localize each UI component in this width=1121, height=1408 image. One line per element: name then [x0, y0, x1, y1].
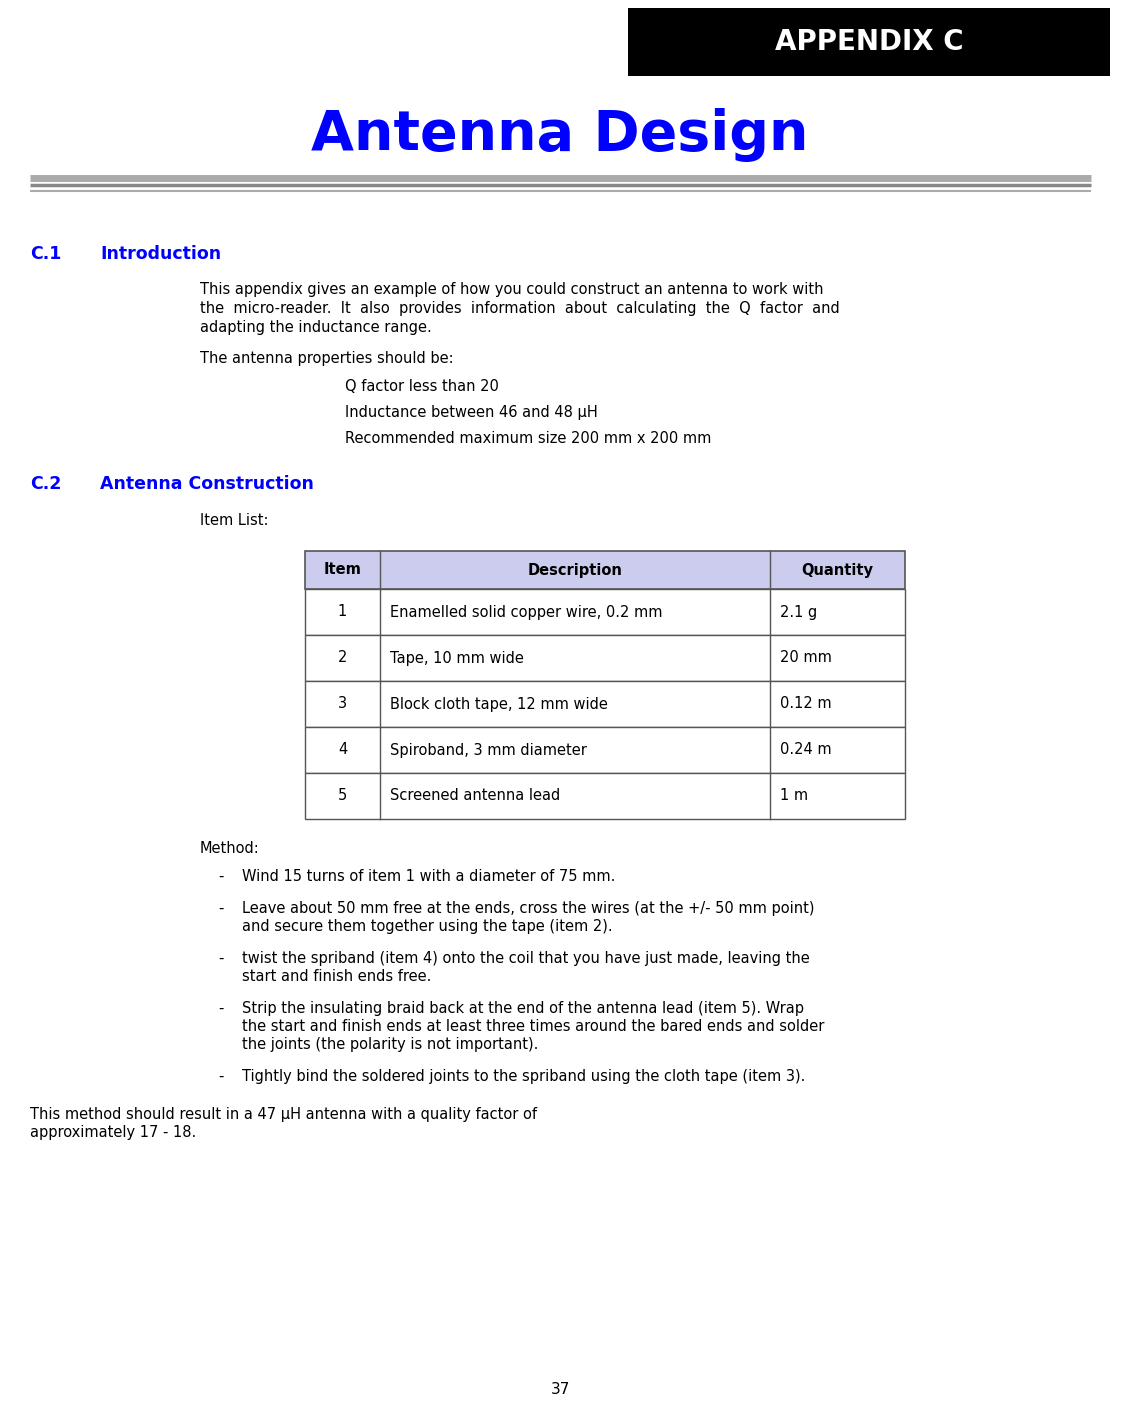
Text: -: -	[217, 869, 223, 884]
Text: Inductance between 46 and 48 μH: Inductance between 46 and 48 μH	[345, 406, 597, 420]
Text: 3: 3	[337, 697, 348, 711]
Bar	[305, 727, 905, 773]
Text: -: -	[217, 1001, 223, 1017]
Text: 20 mm: 20 mm	[780, 650, 832, 666]
Text: Block cloth tape, 12 mm wide: Block cloth tape, 12 mm wide	[390, 697, 608, 711]
Text: This method should result in a 47 μH antenna with a quality factor of: This method should result in a 47 μH ant…	[30, 1107, 537, 1122]
Bar	[305, 635, 905, 681]
Text: Antenna Design: Antenna Design	[312, 108, 808, 162]
Text: The antenna properties should be:: The antenna properties should be:	[200, 351, 454, 366]
Text: Leave about 50 mm free at the ends, cross the wires (at the +/- 50 mm point): Leave about 50 mm free at the ends, cros…	[242, 901, 815, 917]
Text: approximately 17 - 18.: approximately 17 - 18.	[30, 1125, 196, 1140]
Bar	[305, 681, 905, 727]
Text: APPENDIX C: APPENDIX C	[775, 28, 963, 56]
Bar	[305, 727, 905, 773]
Text: 1 m: 1 m	[780, 788, 808, 804]
Text: and secure them together using the tape (item 2).: and secure them together using the tape …	[242, 919, 612, 934]
Text: Antenna Construction: Antenna Construction	[100, 474, 314, 493]
Text: the  micro-reader.  It  also  provides  information  about  calculating  the  Q : the micro-reader. It also provides infor…	[200, 301, 840, 315]
Bar	[628, 8, 1110, 76]
Text: Strip the insulating braid back at the end of the antenna lead (item 5). Wrap: Strip the insulating braid back at the e…	[242, 1001, 804, 1017]
Text: -: -	[217, 901, 223, 917]
Bar	[305, 681, 905, 727]
Text: Recommended maximum size 200 mm x 200 mm: Recommended maximum size 200 mm x 200 mm	[345, 431, 712, 446]
Text: adapting the inductance range.: adapting the inductance range.	[200, 320, 432, 335]
Text: Tightly bind the soldered joints to the spriband using the cloth tape (item 3).: Tightly bind the soldered joints to the …	[242, 1069, 805, 1084]
Text: Introduction: Introduction	[100, 245, 221, 263]
Text: 1: 1	[337, 604, 348, 620]
Text: Tape, 10 mm wide: Tape, 10 mm wide	[390, 650, 524, 666]
Text: Screened antenna lead: Screened antenna lead	[390, 788, 560, 804]
Text: Item List:: Item List:	[200, 513, 269, 528]
Text: Q factor less than 20: Q factor less than 20	[345, 379, 499, 394]
Text: twist the spriband (item 4) onto the coil that you have just made, leaving the: twist the spriband (item 4) onto the coi…	[242, 950, 809, 966]
Text: Enamelled solid copper wire, 0.2 mm: Enamelled solid copper wire, 0.2 mm	[390, 604, 663, 620]
Text: the joints (the polarity is not important).: the joints (the polarity is not importan…	[242, 1038, 538, 1052]
Text: -: -	[217, 950, 223, 966]
Text: 37: 37	[550, 1383, 569, 1397]
Text: Spiroband, 3 mm diameter: Spiroband, 3 mm diameter	[390, 742, 587, 758]
Text: -: -	[217, 1069, 223, 1084]
Text: 0.24 m: 0.24 m	[780, 742, 832, 758]
Bar	[305, 635, 905, 681]
Text: Method:: Method:	[200, 841, 260, 856]
Text: Description: Description	[528, 563, 622, 577]
Text: Wind 15 turns of item 1 with a diameter of 75 mm.: Wind 15 turns of item 1 with a diameter …	[242, 869, 615, 884]
Text: 2.1 g: 2.1 g	[780, 604, 817, 620]
Text: start and finish ends free.: start and finish ends free.	[242, 969, 432, 984]
Text: Quantity: Quantity	[802, 563, 873, 577]
Bar	[305, 551, 905, 589]
Text: 4: 4	[337, 742, 348, 758]
Text: 0.12 m: 0.12 m	[780, 697, 832, 711]
Text: the start and finish ends at least three times around the bared ends and solder: the start and finish ends at least three…	[242, 1019, 824, 1033]
Text: 2: 2	[337, 650, 348, 666]
Text: Item: Item	[324, 563, 361, 577]
Bar	[305, 773, 905, 819]
Bar	[305, 773, 905, 819]
Text: This appendix gives an example of how you could construct an antenna to work wit: This appendix gives an example of how yo…	[200, 282, 824, 297]
Text: 5: 5	[337, 788, 348, 804]
Bar	[305, 589, 905, 635]
Bar	[305, 551, 905, 589]
Text: C.1: C.1	[30, 245, 62, 263]
Bar	[305, 589, 905, 635]
Text: C.2: C.2	[30, 474, 62, 493]
